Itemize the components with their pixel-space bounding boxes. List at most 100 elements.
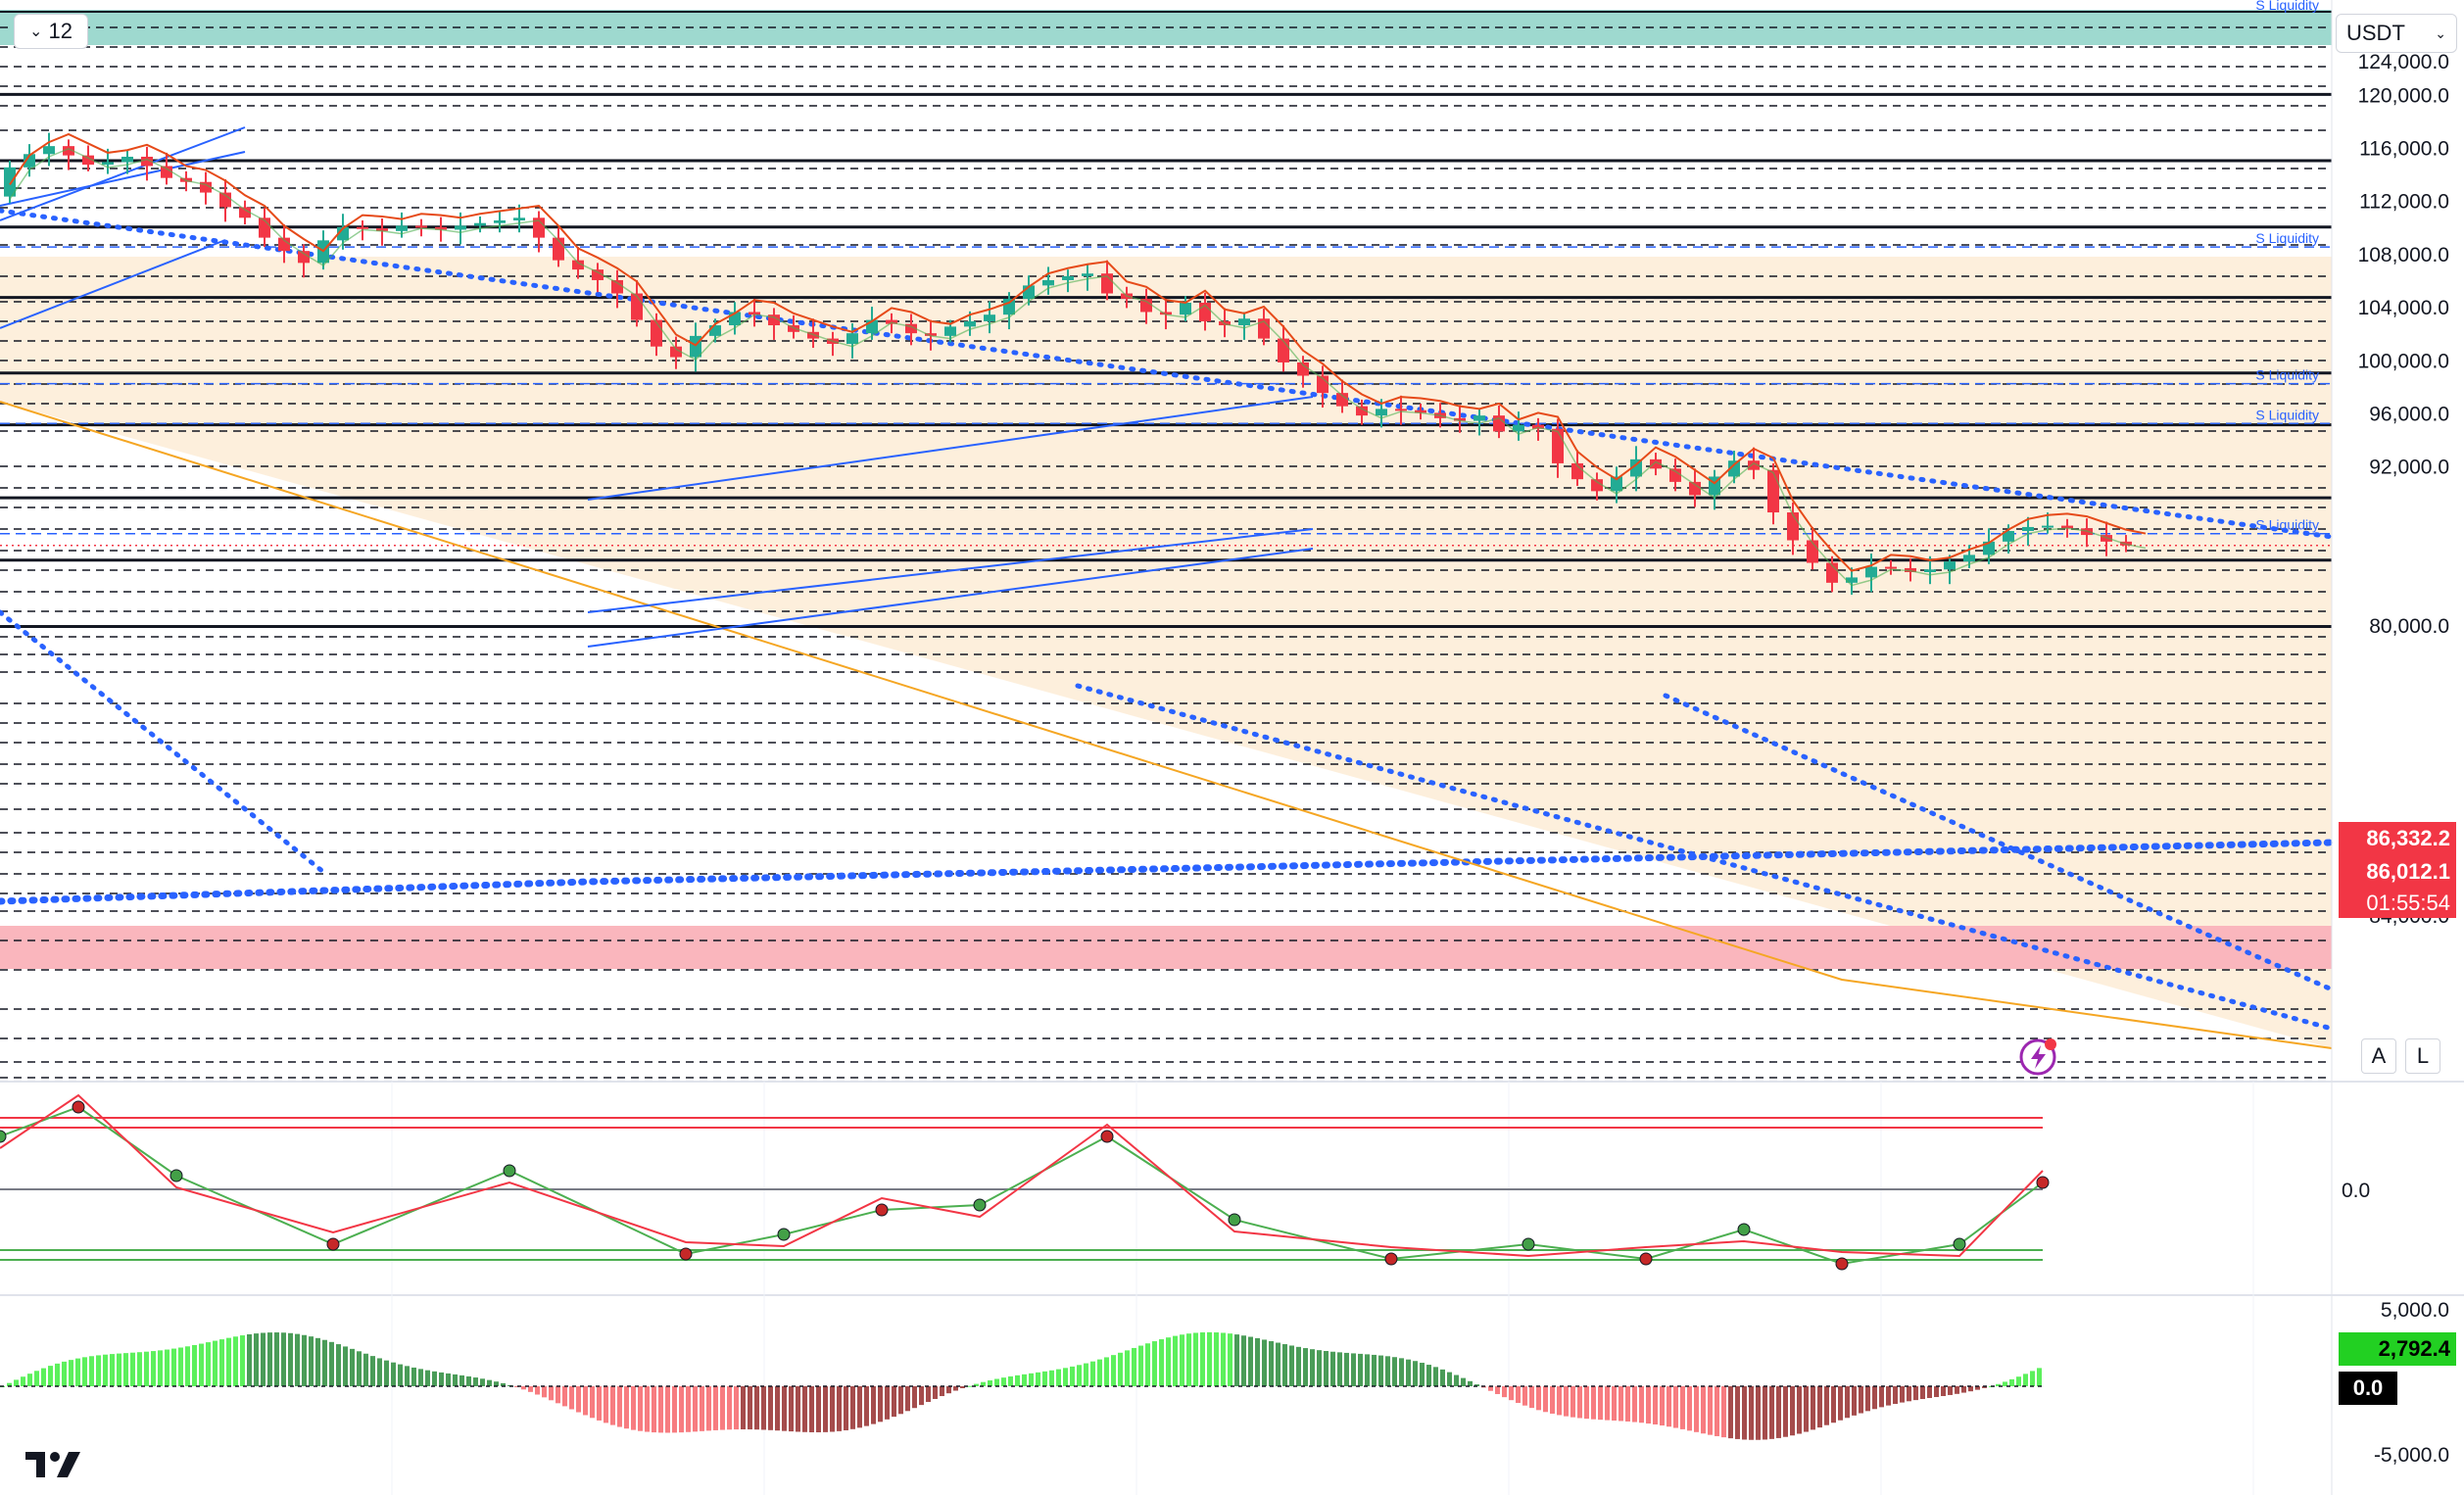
macd-bar xyxy=(576,1386,581,1413)
macd-bar xyxy=(363,1353,368,1386)
macd-bar xyxy=(171,1348,176,1386)
osc-cross-dot xyxy=(1737,1223,1751,1236)
macd-bar xyxy=(665,1386,670,1433)
trendline-dotted xyxy=(0,208,2335,540)
macd-bar xyxy=(1413,1361,1418,1386)
macd-bar xyxy=(1337,1352,1342,1386)
macd-bar xyxy=(1701,1386,1706,1434)
osc-cross-dot xyxy=(1522,1237,1535,1251)
macd-bar xyxy=(1214,1332,1219,1386)
lightning-icon[interactable] xyxy=(2018,1036,2059,1077)
macd-bar xyxy=(27,1374,32,1386)
channel-line xyxy=(587,528,1314,613)
candle-body xyxy=(1885,566,1897,569)
macd-bar xyxy=(2037,1368,2042,1386)
macd-bar xyxy=(1207,1331,1212,1386)
candle-body xyxy=(905,323,917,334)
osc-cross-dot xyxy=(1384,1252,1398,1266)
macd-bar xyxy=(885,1386,890,1420)
price-tick-label: 96,000.0 xyxy=(2369,403,2449,425)
macd-bar xyxy=(1372,1354,1377,1386)
macd-bar xyxy=(569,1386,574,1410)
macd-bar xyxy=(1591,1386,1596,1420)
macd-bar xyxy=(981,1381,986,1386)
macd-bar xyxy=(809,1386,814,1432)
macd-bar xyxy=(1982,1386,1987,1388)
candle-body xyxy=(2042,525,2053,528)
macd-bar xyxy=(1509,1386,1514,1401)
macd-bar xyxy=(871,1386,876,1424)
macd-bar xyxy=(734,1386,739,1430)
supply-band xyxy=(0,926,2332,969)
macd-bar xyxy=(1200,1332,1205,1386)
macd-bar xyxy=(1468,1380,1473,1386)
macd-bar xyxy=(631,1386,636,1430)
macd-bar xyxy=(329,1341,334,1386)
macd-bar xyxy=(892,1386,896,1418)
macd-bar xyxy=(1228,1333,1232,1386)
macd-bar xyxy=(343,1346,348,1386)
candle-body xyxy=(435,226,447,230)
candle-body xyxy=(670,346,682,358)
osc-cross-dot xyxy=(1953,1237,1966,1251)
candle-body xyxy=(1748,460,1760,470)
candle-body xyxy=(1062,275,1074,280)
macd-bar xyxy=(2030,1371,2035,1386)
macd-bar xyxy=(206,1342,211,1386)
macd-bar xyxy=(137,1352,142,1386)
candle-body xyxy=(1767,469,1779,513)
macd-bar xyxy=(1680,1386,1685,1429)
candle-body xyxy=(1160,312,1172,315)
candle-body xyxy=(1180,302,1191,315)
macd-bar xyxy=(1886,1386,1891,1406)
macd-bar xyxy=(912,1386,917,1409)
candle-body xyxy=(396,225,408,231)
macd-bar xyxy=(1111,1355,1116,1386)
macd-bar xyxy=(905,1386,910,1412)
macd-bar xyxy=(933,1386,938,1399)
macd-bar xyxy=(1557,1386,1562,1416)
osc-d-line xyxy=(0,1093,2044,1258)
macd-bar xyxy=(761,1386,766,1430)
currency-selector[interactable]: USDT ⌄ xyxy=(2336,14,2457,53)
candle-body xyxy=(513,217,525,221)
macd-bar xyxy=(96,1355,101,1386)
auto-scale-button[interactable]: A xyxy=(2361,1038,2396,1074)
log-scale-button[interactable]: L xyxy=(2405,1038,2440,1074)
macd-bar xyxy=(926,1386,931,1403)
macd-bar xyxy=(1262,1339,1267,1386)
candle-body xyxy=(651,319,662,347)
macd-bar xyxy=(165,1349,169,1386)
macd-bar xyxy=(446,1373,451,1386)
macd-bar xyxy=(110,1354,115,1386)
interval-selector[interactable]: ⌄ 12 xyxy=(14,14,88,49)
macd-bar xyxy=(357,1351,362,1386)
macd-bar xyxy=(624,1386,629,1429)
candle-body xyxy=(1963,555,1975,562)
macd-bar xyxy=(741,1386,746,1429)
macd-bar xyxy=(309,1336,314,1386)
trendline-dotted xyxy=(1663,693,2335,992)
candle-body xyxy=(1944,561,1956,570)
candle-body xyxy=(298,251,310,264)
macd-bar xyxy=(55,1363,60,1386)
liquidity-label: S Liquidity xyxy=(2255,230,2319,246)
macd-bar xyxy=(1708,1386,1713,1435)
macd-bar xyxy=(267,1332,272,1386)
macd-bar xyxy=(1749,1386,1754,1440)
candle-body xyxy=(631,293,643,320)
macd-bar xyxy=(1022,1374,1027,1386)
osc-cross-dot xyxy=(1835,1257,1849,1271)
macd-bar xyxy=(1756,1386,1761,1440)
macd-bar xyxy=(1715,1386,1719,1436)
macd-bar xyxy=(658,1386,663,1433)
solid-levels xyxy=(0,92,2332,629)
macd-bar xyxy=(1605,1386,1610,1421)
macd-bar xyxy=(1310,1349,1315,1386)
macd-bar xyxy=(1118,1352,1123,1386)
candle-body xyxy=(768,314,780,326)
macd-bar xyxy=(350,1348,355,1386)
macd-bar xyxy=(953,1386,958,1391)
